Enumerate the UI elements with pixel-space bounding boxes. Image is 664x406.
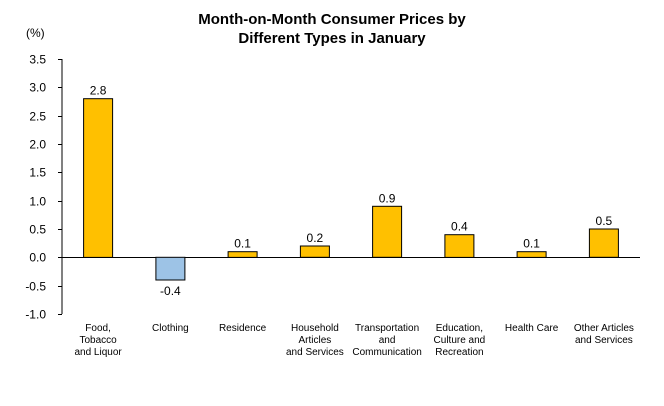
bar — [516, 251, 547, 258]
bar — [227, 251, 258, 258]
x-category-label-line: Residence — [219, 323, 267, 334]
x-category-label-line: and Services — [286, 347, 344, 358]
chart-title-line-2: Different Types in January — [238, 30, 426, 47]
x-category-label-line: Other Articles — [574, 323, 634, 334]
x-category-label-line: and — [379, 335, 396, 346]
y-tick-label: 0.5 — [29, 223, 46, 237]
bar-value-label: 0.2 — [307, 231, 324, 245]
chart-title: Month-on-Month Consumer Prices by Differ… — [0, 10, 664, 48]
y-tick-label: 3.0 — [29, 81, 46, 95]
x-category-label-line: and Liquor — [74, 347, 122, 358]
x-category-label: Household Articles and Services — [286, 323, 344, 358]
bar-value-label: 0.9 — [379, 191, 396, 205]
x-category-label-line: Communication — [352, 347, 421, 358]
bar — [155, 256, 186, 281]
x-category-label-line: Health Care — [505, 323, 559, 334]
x-category-label: Other Articles and Services — [574, 323, 634, 346]
bar — [444, 234, 475, 258]
x-category-label: Transportation and Communication — [352, 323, 421, 358]
y-tick-label: 2.0 — [29, 138, 46, 152]
bar-value-label: -0.4 — [160, 284, 181, 298]
x-category-label-line: Household — [291, 323, 339, 334]
y-tick-label: 0.0 — [29, 251, 46, 265]
y-tick-label: -0.5 — [25, 280, 46, 294]
x-category-label-line: Articles — [299, 335, 332, 346]
x-category-label-line: Transportation — [355, 323, 419, 334]
x-category-label: Food, Tobacco and Liquor — [74, 323, 122, 358]
bar-value-label: 0.5 — [596, 214, 613, 228]
x-category-label-line: and Services — [575, 335, 633, 346]
x-category-label-line: Tobacco — [79, 335, 117, 346]
y-tick-label: 1.0 — [29, 195, 46, 209]
bar-value-label: 0.1 — [523, 237, 540, 251]
x-category-label-line: Recreation — [435, 347, 483, 358]
x-category-label: Education, Culture and Recreation — [434, 323, 486, 358]
bar-value-label: 0.1 — [234, 237, 251, 251]
x-category-label-line: Food, — [85, 323, 111, 334]
x-category-label-line: Education, — [436, 323, 483, 334]
y-tick-label: -1.0 — [25, 308, 46, 322]
x-category-label-line: Culture and — [434, 335, 486, 346]
bar — [299, 245, 330, 258]
bar-value-label: 0.4 — [451, 220, 468, 234]
x-category-label: Clothing — [152, 323, 189, 334]
y-axis-unit-label: (%) — [26, 26, 45, 40]
x-category-label-line: Clothing — [152, 323, 189, 334]
chart-title-line-1: Month-on-Month Consumer Prices by — [198, 11, 466, 28]
y-tick-label: 3.5 — [29, 53, 46, 67]
bar — [372, 205, 403, 258]
bar-value-label: 2.8 — [90, 84, 107, 98]
y-tick-label: 1.5 — [29, 166, 46, 180]
bar — [588, 228, 619, 258]
x-category-label: Residence — [219, 323, 267, 334]
bar — [83, 98, 114, 258]
y-tick-label: 2.5 — [29, 110, 46, 124]
x-category-label: Health Care — [505, 323, 559, 334]
